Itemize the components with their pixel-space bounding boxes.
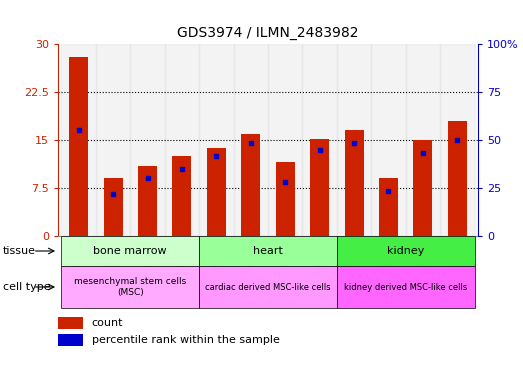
Bar — [104, 179, 122, 236]
Bar — [199, 44, 234, 236]
Bar — [138, 166, 157, 236]
Text: cardiac derived MSC-like cells: cardiac derived MSC-like cells — [205, 283, 331, 291]
Bar — [58, 334, 83, 346]
Bar — [61, 44, 96, 236]
Bar — [234, 44, 268, 236]
Bar — [337, 266, 474, 308]
Bar — [241, 134, 260, 236]
Text: percentile rank within the sample: percentile rank within the sample — [92, 335, 279, 345]
Bar — [61, 266, 199, 308]
Bar — [165, 44, 199, 236]
Title: GDS3974 / ILMN_2483982: GDS3974 / ILMN_2483982 — [177, 26, 359, 40]
Bar — [58, 316, 83, 329]
Bar — [337, 236, 474, 266]
Bar — [406, 44, 440, 236]
Bar — [61, 236, 199, 266]
Bar — [371, 44, 406, 236]
Text: mesenchymal stem cells
(MSC): mesenchymal stem cells (MSC) — [74, 277, 186, 297]
Bar — [379, 179, 398, 236]
Bar — [310, 139, 329, 236]
Bar — [302, 44, 337, 236]
Text: cell type: cell type — [3, 282, 50, 292]
Text: kidney derived MSC-like cells: kidney derived MSC-like cells — [344, 283, 468, 291]
Bar — [448, 121, 467, 236]
Text: bone marrow: bone marrow — [94, 246, 167, 256]
Bar — [207, 148, 226, 236]
Bar — [276, 162, 294, 236]
Bar — [69, 57, 88, 236]
Text: tissue: tissue — [3, 246, 36, 256]
Text: count: count — [92, 318, 123, 328]
Text: kidney: kidney — [387, 246, 424, 256]
Bar — [199, 266, 337, 308]
Bar — [199, 236, 337, 266]
Bar — [96, 44, 130, 236]
Bar — [337, 44, 371, 236]
Bar — [130, 44, 165, 236]
Bar — [268, 44, 302, 236]
Bar — [173, 156, 191, 236]
Text: heart: heart — [253, 246, 283, 256]
Bar — [345, 131, 363, 236]
Bar — [414, 140, 433, 236]
Bar — [440, 44, 474, 236]
